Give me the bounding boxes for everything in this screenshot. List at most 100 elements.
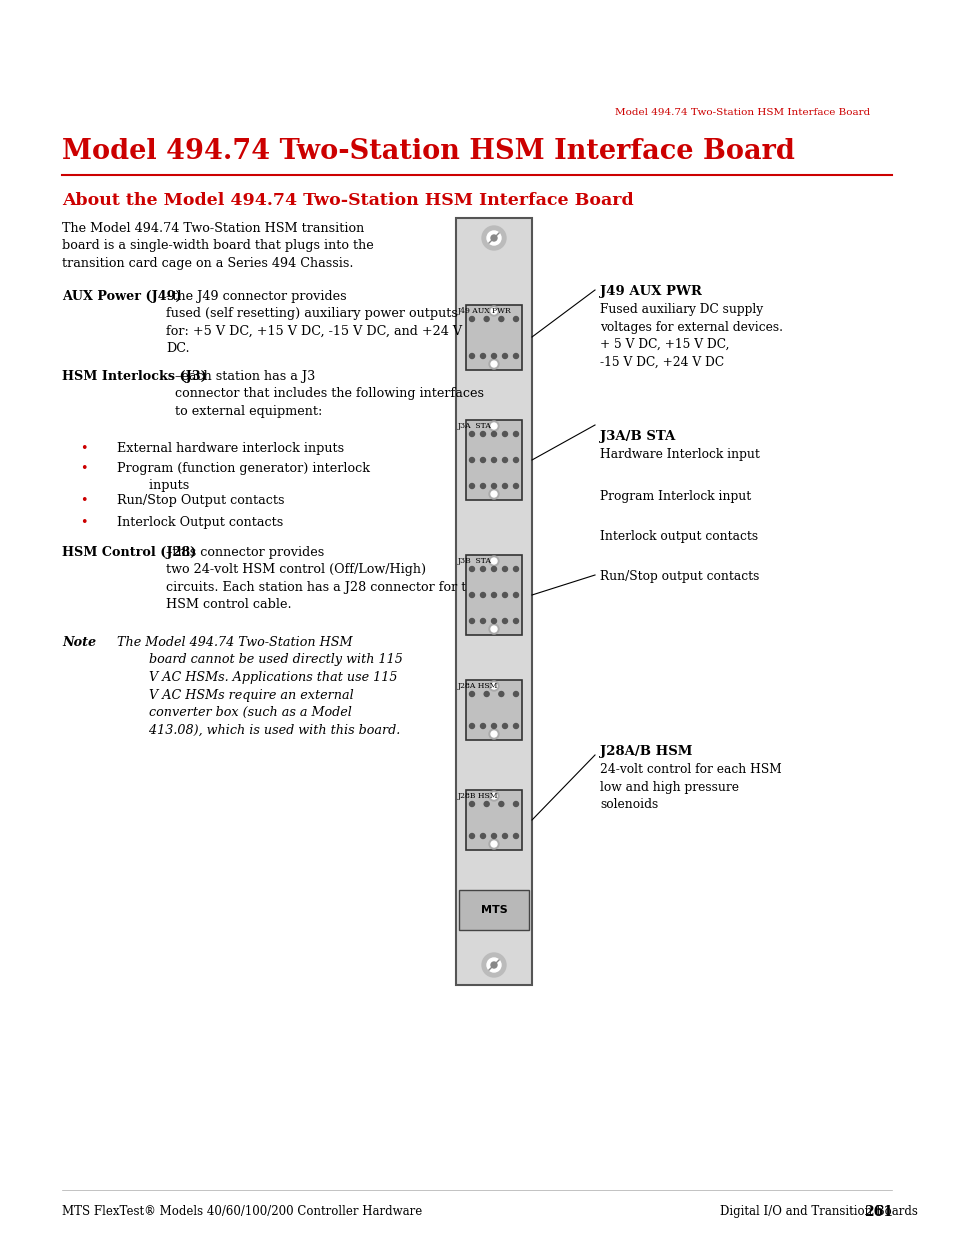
Circle shape (502, 593, 507, 598)
Circle shape (513, 483, 518, 489)
Text: AUX Power (J49): AUX Power (J49) (62, 290, 181, 303)
Circle shape (502, 834, 507, 839)
Circle shape (491, 492, 497, 496)
Text: HSM Interlocks (J3): HSM Interlocks (J3) (62, 370, 207, 383)
Text: J28B HSM: J28B HSM (457, 792, 498, 800)
Circle shape (469, 316, 474, 321)
Text: MTS: MTS (480, 905, 507, 915)
Circle shape (480, 567, 485, 572)
Circle shape (502, 353, 507, 358)
Text: J28A HSM: J28A HSM (457, 682, 497, 690)
Circle shape (480, 619, 485, 624)
Circle shape (513, 834, 518, 839)
Circle shape (498, 316, 503, 321)
Text: 24-volt control for each HSM
low and high pressure
solenoids: 24-volt control for each HSM low and hig… (599, 763, 781, 811)
Circle shape (469, 619, 474, 624)
Circle shape (498, 692, 503, 697)
Text: –each station has a J3
connector that includes the following interfaces
to exter: –each station has a J3 connector that in… (174, 370, 483, 417)
Circle shape (469, 483, 474, 489)
Text: Note: Note (62, 636, 96, 650)
Bar (458, 890, 529, 930)
Circle shape (486, 958, 500, 972)
Circle shape (489, 624, 498, 634)
Circle shape (469, 802, 474, 806)
Circle shape (489, 489, 498, 499)
Text: •: • (80, 442, 88, 454)
Circle shape (480, 431, 485, 436)
Circle shape (513, 724, 518, 729)
Text: 261: 261 (863, 1205, 892, 1219)
Bar (465, 680, 521, 740)
Circle shape (480, 593, 485, 598)
Circle shape (491, 483, 496, 489)
Text: Interlock Output contacts: Interlock Output contacts (117, 516, 283, 529)
Circle shape (491, 457, 496, 462)
Circle shape (489, 306, 498, 316)
Circle shape (502, 619, 507, 624)
Circle shape (486, 231, 500, 245)
Circle shape (469, 593, 474, 598)
Circle shape (491, 353, 496, 358)
Circle shape (513, 431, 518, 436)
Circle shape (513, 316, 518, 321)
Circle shape (491, 626, 497, 632)
Circle shape (491, 431, 496, 436)
Text: •: • (80, 494, 88, 508)
Text: Digital I/O and Transition Boards: Digital I/O and Transition Boards (720, 1205, 917, 1218)
Circle shape (480, 457, 485, 462)
Circle shape (491, 724, 496, 729)
Circle shape (491, 558, 497, 564)
Circle shape (469, 567, 474, 572)
Text: Program Interlock input: Program Interlock input (599, 490, 750, 503)
Circle shape (491, 962, 497, 968)
Circle shape (502, 483, 507, 489)
Text: J3B  STA: J3B STA (457, 557, 492, 564)
Circle shape (491, 619, 496, 624)
Circle shape (469, 692, 474, 697)
Circle shape (513, 692, 518, 697)
Circle shape (491, 235, 497, 241)
Circle shape (481, 953, 505, 977)
Circle shape (480, 724, 485, 729)
Circle shape (484, 802, 489, 806)
Circle shape (489, 359, 498, 369)
Bar (465, 305, 521, 370)
Text: The Model 494.74 Two-Station HSM
        board cannot be used directly with 115
: The Model 494.74 Two-Station HSM board c… (117, 636, 402, 736)
Text: –the J49 connector provides
fused (self resetting) auxiliary power outputs
for: : –the J49 connector provides fused (self … (166, 290, 461, 356)
Text: J49 AUX PWR: J49 AUX PWR (599, 285, 701, 298)
Circle shape (502, 567, 507, 572)
Circle shape (513, 619, 518, 624)
Text: J28A/B HSM: J28A/B HSM (599, 745, 692, 758)
Bar (456, 219, 532, 986)
Circle shape (491, 841, 497, 847)
Circle shape (491, 683, 497, 689)
Circle shape (484, 692, 489, 697)
Circle shape (489, 556, 498, 566)
Circle shape (513, 802, 518, 806)
Text: Fused auxiliary DC supply
voltages for external devices.
+ 5 V DC, +15 V DC,
-15: Fused auxiliary DC supply voltages for e… (599, 303, 782, 368)
Text: Model 494.74 Two-Station HSM Interface Board: Model 494.74 Two-Station HSM Interface B… (614, 107, 869, 117)
Text: Run/Stop Output contacts: Run/Stop Output contacts (117, 494, 284, 508)
Circle shape (491, 308, 497, 314)
Bar (465, 420, 521, 500)
Text: HSM Control (J28): HSM Control (J28) (62, 546, 196, 559)
Circle shape (484, 316, 489, 321)
Circle shape (498, 802, 503, 806)
Circle shape (491, 567, 496, 572)
Circle shape (489, 839, 498, 848)
Text: About the Model 494.74 Two-Station HSM Interface Board: About the Model 494.74 Two-Station HSM I… (62, 191, 633, 209)
Circle shape (513, 567, 518, 572)
Circle shape (469, 431, 474, 436)
Text: –this connector provides
two 24-volt HSM control (Off/Low/High)
circuits. Each s: –this connector provides two 24-volt HSM… (166, 546, 481, 611)
Circle shape (480, 483, 485, 489)
Circle shape (489, 680, 498, 692)
Circle shape (491, 793, 497, 799)
Circle shape (502, 431, 507, 436)
Bar (465, 555, 521, 635)
Text: J3A/B STA: J3A/B STA (599, 430, 675, 443)
Circle shape (489, 790, 498, 802)
Text: Program (function generator) interlock
        inputs: Program (function generator) interlock i… (117, 462, 370, 493)
Text: Interlock output contacts: Interlock output contacts (599, 530, 758, 543)
Circle shape (489, 421, 498, 431)
Text: •: • (80, 462, 88, 475)
